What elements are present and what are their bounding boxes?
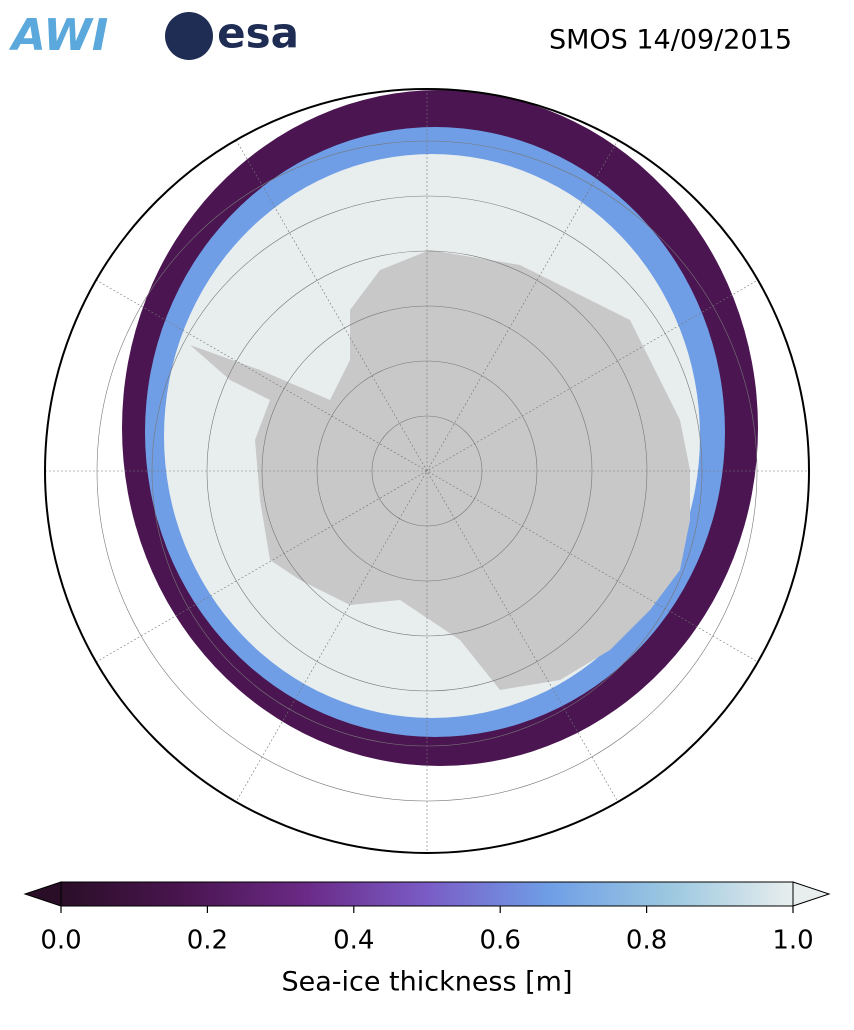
colorbar-tick-label: 0.2 <box>187 926 228 956</box>
map-title: SMOS 14/09/2015 <box>549 25 792 56</box>
antarctica <box>190 250 690 690</box>
map-frame <box>44 88 810 854</box>
esa-emblem <box>165 12 213 60</box>
colorbar-gradient <box>60 881 794 907</box>
esa-logo: esa <box>217 9 299 58</box>
colorbar-tick-label: 0.4 <box>333 926 374 956</box>
colorbar-tick-label: 0.6 <box>480 926 521 956</box>
colorbar-extend-high <box>792 881 831 907</box>
colorbar: 0.0 0.2 0.4 0.6 0.8 1.0 <box>23 881 831 956</box>
graticule <box>45 89 809 853</box>
colorbar-tick-label: 0.8 <box>626 926 667 956</box>
colorbar-tick-label: 0.0 <box>40 926 81 956</box>
colorbar-tick-label: 1.0 <box>772 926 813 956</box>
awi-logo: AWI <box>9 10 109 61</box>
colorbar-label: Sea-ice thickness [m] <box>281 967 572 998</box>
colorbar-extend-low <box>23 881 62 907</box>
map <box>45 89 809 853</box>
